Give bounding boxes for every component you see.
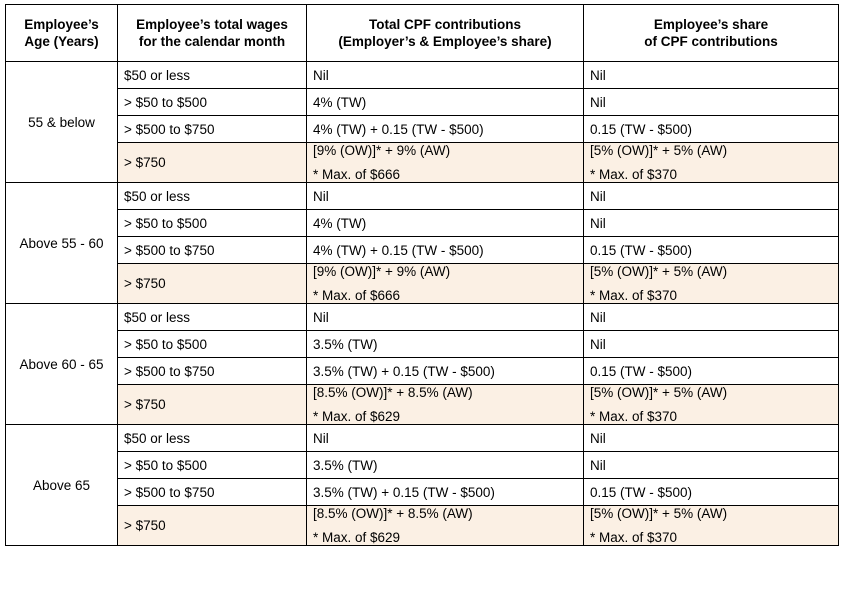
contribution-formula: [8.5% (OW)]* + 8.5% (AW) <box>313 385 473 401</box>
wages-cell: > $750 <box>117 142 307 183</box>
table-row-shaded: > $750 [9% (OW)]* + 9% (AW) * Max. of $6… <box>6 263 839 304</box>
share-max-note: * Max. of $370 <box>590 167 678 182</box>
employee-share-cell: Nil <box>583 424 839 452</box>
share-formula: [5% (OW)]* + 5% (AW) <box>590 506 728 522</box>
wages-cell: > $500 to $750 <box>117 115 307 143</box>
wages-cell: > $750 <box>117 505 307 546</box>
total-contribution-cell: 4% (TW) + 0.15 (TW - $500) <box>306 236 584 264</box>
table-row: Above 65 $50 or less Nil Nil <box>5 424 839 546</box>
age-group-cell: 55 & below <box>5 61 118 183</box>
wages-cell: $50 or less <box>117 182 307 210</box>
wages-cell: > $500 to $750 <box>117 357 307 385</box>
wages-cell: $50 or less <box>117 424 307 452</box>
employee-share-cell: Nil <box>583 61 839 89</box>
wages-cell: > $750 <box>117 263 307 304</box>
share-max-note: * Max. of $370 <box>590 288 678 303</box>
wages-cell: > $750 <box>117 384 307 425</box>
total-contribution-cell: 4% (TW) <box>306 209 584 237</box>
table-row-shaded: > $750 [8.5% (OW)]* + 8.5% (AW) * Max. o… <box>6 384 839 425</box>
wages-cell: $50 or less <box>117 303 307 331</box>
table-row-shaded: > $750 [9% (OW)]* + 9% (AW) * Max. of $6… <box>6 142 839 183</box>
share-formula: [5% (OW)]* + 5% (AW) <box>590 264 728 280</box>
contribution-formula: [8.5% (OW)]* + 8.5% (AW) <box>313 506 473 522</box>
employee-share-cell: Nil <box>583 88 839 116</box>
contribution-max-note: * Max. of $666 <box>313 288 401 303</box>
table-row: > $50 to $500 3.5% (TW) Nil <box>6 330 839 358</box>
header-total-contributions: Total CPF contributions (Employer’s & Em… <box>306 4 584 62</box>
contribution-max-note: * Max. of $629 <box>313 409 401 424</box>
employee-share-cell: Nil <box>583 209 839 237</box>
header-age: Employee’s Age (Years) <box>5 4 118 62</box>
table-row: > $50 to $500 4% (TW) Nil <box>6 209 839 237</box>
header-employee-share: Employee’s share of CPF contributions <box>583 4 839 62</box>
wages-cell: > $50 to $500 <box>117 330 307 358</box>
total-contribution-cell: 3.5% (TW) <box>306 330 584 358</box>
age-group-cell: Above 65 <box>5 424 118 546</box>
employee-share-cell: [5% (OW)]* + 5% (AW) * Max. of $370 <box>583 263 839 304</box>
wages-cell: > $500 to $750 <box>117 236 307 264</box>
table-row-shaded: > $750 [8.5% (OW)]* + 8.5% (AW) * Max. o… <box>6 505 839 546</box>
wages-cell: $50 or less <box>117 61 307 89</box>
employee-share-cell: Nil <box>583 330 839 358</box>
share-formula: [5% (OW)]* + 5% (AW) <box>590 143 728 159</box>
total-contribution-cell: Nil <box>306 424 584 452</box>
wages-cell: > $50 to $500 <box>117 209 307 237</box>
employee-share-cell: 0.15 (TW - $500) <box>583 357 839 385</box>
table-row: Above 60 - 65 $50 or less Nil Nil <box>5 303 839 425</box>
table-row: 55 & below $50 or less Nil Nil <box>5 61 839 183</box>
share-max-note: * Max. of $370 <box>590 530 678 545</box>
age-group-cell: Above 55 - 60 <box>5 182 118 304</box>
wages-cell: > $50 to $500 <box>117 451 307 479</box>
contribution-max-note: * Max. of $629 <box>313 530 401 545</box>
total-contribution-cell: 3.5% (TW) <box>306 451 584 479</box>
total-contribution-cell: 3.5% (TW) + 0.15 (TW - $500) <box>306 357 584 385</box>
total-contribution-cell: Nil <box>306 61 584 89</box>
contribution-formula: [9% (OW)]* + 9% (AW) <box>313 264 451 280</box>
total-contribution-cell: 3.5% (TW) + 0.15 (TW - $500) <box>306 478 584 506</box>
wages-cell: > $50 to $500 <box>117 88 307 116</box>
share-max-note: * Max. of $370 <box>590 409 678 424</box>
table-header-row: Employee’s Age (Years) Employee’s total … <box>5 4 839 62</box>
employee-share-cell: [5% (OW)]* + 5% (AW) * Max. of $370 <box>583 384 839 425</box>
total-contribution-cell: 4% (TW) <box>306 88 584 116</box>
age-group-cell: Above 60 - 65 <box>5 303 118 425</box>
table-row: > $500 to $750 4% (TW) + 0.15 (TW - $500… <box>6 115 839 143</box>
total-contribution-cell: 4% (TW) + 0.15 (TW - $500) <box>306 115 584 143</box>
contribution-formula: [9% (OW)]* + 9% (AW) <box>313 143 451 159</box>
contribution-max-note: * Max. of $666 <box>313 167 401 182</box>
total-contribution-cell: [9% (OW)]* + 9% (AW) * Max. of $666 <box>306 142 584 183</box>
employee-share-cell: Nil <box>583 303 839 331</box>
total-contribution-cell: [8.5% (OW)]* + 8.5% (AW) * Max. of $629 <box>306 384 584 425</box>
share-formula: [5% (OW)]* + 5% (AW) <box>590 385 728 401</box>
wages-cell: > $500 to $750 <box>117 478 307 506</box>
table-row: > $500 to $750 3.5% (TW) + 0.15 (TW - $5… <box>6 357 839 385</box>
employee-share-cell: 0.15 (TW - $500) <box>583 115 839 143</box>
employee-share-cell: 0.15 (TW - $500) <box>583 236 839 264</box>
employee-share-cell: 0.15 (TW - $500) <box>583 478 839 506</box>
total-contribution-cell: [8.5% (OW)]* + 8.5% (AW) * Max. of $629 <box>306 505 584 546</box>
total-contribution-cell: Nil <box>306 303 584 331</box>
total-contribution-cell: [9% (OW)]* + 9% (AW) * Max. of $666 <box>306 263 584 304</box>
table-row: > $500 to $750 4% (TW) + 0.15 (TW - $500… <box>6 236 839 264</box>
header-wages: Employee’s total wages for the calendar … <box>117 4 307 62</box>
employee-share-cell: [5% (OW)]* + 5% (AW) * Max. of $370 <box>583 505 839 546</box>
employee-share-cell: Nil <box>583 451 839 479</box>
total-contribution-cell: Nil <box>306 182 584 210</box>
table-row: > $50 to $500 4% (TW) Nil <box>6 88 839 116</box>
table-row: > $50 to $500 3.5% (TW) Nil <box>6 451 839 479</box>
table-row: Above 55 - 60 $50 or less Nil Nil <box>5 182 839 304</box>
employee-share-cell: Nil <box>583 182 839 210</box>
employee-share-cell: [5% (OW)]* + 5% (AW) * Max. of $370 <box>583 142 839 183</box>
cpf-contribution-table: Employee’s Age (Years) Employee’s total … <box>5 4 839 546</box>
table-row: > $500 to $750 3.5% (TW) + 0.15 (TW - $5… <box>6 478 839 506</box>
